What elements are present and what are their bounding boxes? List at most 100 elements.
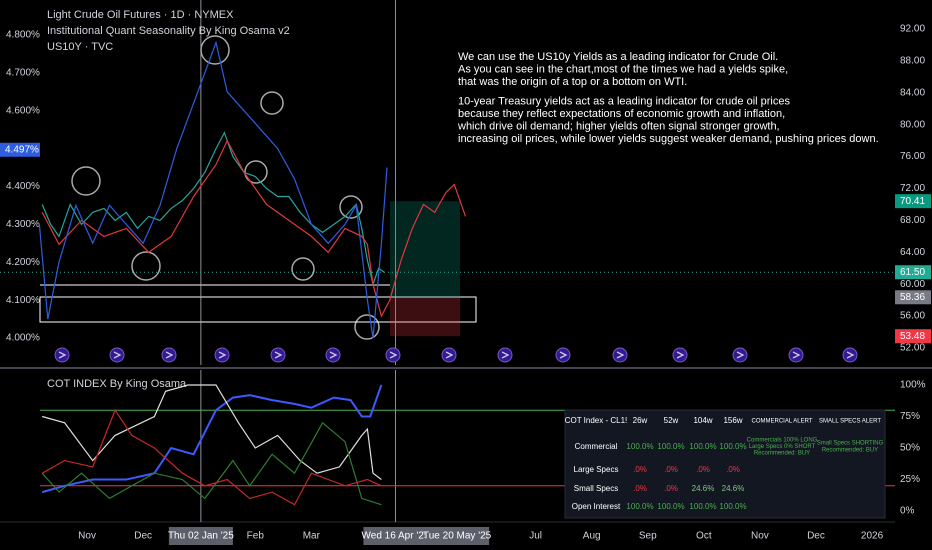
- commercial-alert: Recommended: BUY: [754, 451, 810, 457]
- y2-tick-label: 4.200%: [6, 257, 40, 268]
- table-cell: 100.0%: [626, 502, 653, 511]
- table-header: COT Index - CL1!: [565, 416, 628, 425]
- annotation-circles: [71, 35, 380, 340]
- table-cell: .0%: [726, 465, 740, 474]
- event-icon: [612, 347, 628, 363]
- x-tick-label: Nov: [751, 531, 769, 542]
- event-icon: [555, 347, 571, 363]
- x-tick-label: Nov: [78, 531, 96, 542]
- event-icon-arrow: [676, 351, 685, 359]
- y2-tick-label: 4.700%: [6, 68, 40, 79]
- series-line: [41, 139, 467, 318]
- event-icon: [325, 347, 341, 363]
- event-icon: [788, 347, 804, 363]
- y-tick-label: 92.00: [900, 24, 925, 35]
- event-icon-arrow: [274, 351, 283, 359]
- event-icon-arrow: [736, 351, 745, 359]
- marker-label-box: [425, 527, 490, 545]
- price-label: 61.50: [900, 267, 925, 278]
- x-tick-label: Jul: [529, 531, 542, 542]
- event-icon: [54, 347, 70, 363]
- event-icon: [732, 347, 748, 363]
- event-icon: [109, 347, 125, 363]
- table-header: 26w: [633, 416, 648, 425]
- marker-label: Thu 02 Jan '25: [168, 531, 234, 542]
- y2-tick-label: 4.300%: [6, 219, 40, 230]
- table-cell: Open Interest: [572, 502, 621, 511]
- x-tick-label: Feb: [247, 531, 265, 542]
- event-icon-arrow: [218, 351, 227, 359]
- table-cell: .0%: [633, 465, 647, 474]
- price-label-box: [895, 290, 931, 305]
- note-line: which drive oil demand; higher yields of…: [457, 120, 780, 132]
- table-cell: 100.0%: [689, 442, 716, 451]
- table-cell: .0%: [664, 465, 678, 474]
- x-tick-label: Aug: [583, 531, 601, 542]
- event-icon-arrow: [616, 351, 625, 359]
- price-label: 53.48: [900, 331, 925, 342]
- series-line: [38, 40, 388, 339]
- table-cell: .0%: [633, 484, 647, 493]
- y2-tick-label: 4.600%: [6, 105, 40, 116]
- table-cell: 100.0%: [657, 442, 684, 451]
- y-tick-label: 50%: [900, 443, 920, 454]
- table-cell: 100.0%: [626, 442, 653, 451]
- event-icon: [441, 347, 457, 363]
- price-label: 70.41: [900, 196, 925, 207]
- y-tick-label: 72.00: [900, 183, 925, 194]
- y2-tick-label: 4.000%: [6, 333, 40, 344]
- table-cell: 24.6%: [692, 484, 715, 493]
- series-line: [42, 384, 382, 480]
- table-cell: 100.0%: [689, 502, 716, 511]
- small-specs-alert: Recommended: BUY: [822, 448, 878, 454]
- event-icon-arrow: [559, 351, 568, 359]
- commercial-alert: Large Specs 0% SHORT: [749, 444, 816, 450]
- marker-label-box: [168, 527, 233, 545]
- y-tick-label: 64.00: [900, 247, 925, 258]
- table-header: 156w: [723, 416, 742, 425]
- x-tick-label: Dec: [134, 531, 152, 542]
- table-header: COMMERCIAL ALERT: [751, 419, 812, 425]
- table-header: 104w: [693, 416, 712, 425]
- target-zone: [390, 201, 460, 298]
- table-cell: 100.0%: [719, 442, 746, 451]
- y-tick-label: 56.00: [900, 311, 925, 322]
- table-cell: 24.6%: [722, 484, 745, 493]
- event-icon-arrow: [792, 351, 801, 359]
- y-tick-label: 80.00: [900, 119, 925, 130]
- table-cell: Commercial: [575, 442, 618, 451]
- y2-tick-label: 4.100%: [6, 295, 40, 306]
- x-tick-label: Oct: [696, 531, 712, 542]
- note-line: because they reflect expectations of eco…: [458, 108, 785, 120]
- y-tick-label: 76.00: [900, 151, 925, 162]
- table-header: 52w: [664, 416, 679, 425]
- x-tick-label: Mar: [303, 531, 321, 542]
- event-icon: [497, 347, 513, 363]
- event-icon: [161, 347, 177, 363]
- y-tick-label: 25%: [900, 474, 920, 485]
- event-icon-arrow: [165, 351, 174, 359]
- note-line: As you can see in the chart,most of the …: [458, 63, 788, 75]
- series-line: [41, 421, 382, 506]
- marker-label: Tue 20 May '25: [423, 531, 492, 542]
- y-tick-label: 52.00: [900, 343, 925, 354]
- commercial-alert: Commercials 100% LONG: [747, 438, 818, 444]
- series-line: [41, 384, 383, 494]
- event-icon: [385, 347, 401, 363]
- table-header: SMALL SPECS ALERT: [819, 419, 881, 425]
- yield-label-box: [0, 142, 40, 157]
- price-label-box: [895, 265, 931, 280]
- y2-tick-label: 4.800%: [6, 30, 40, 41]
- legend-line: Light Crude Oil Futures · 1D · NYMEX: [47, 9, 234, 21]
- event-icon-arrow: [501, 351, 510, 359]
- table-cell: Large Specs: [574, 465, 619, 474]
- small-specs-alert: Small Specs SHORTING: [817, 441, 884, 447]
- y-tick-label: 0%: [900, 506, 915, 517]
- event-icon-arrow: [445, 351, 454, 359]
- legend-line: Institutional Quant Seasonality By King …: [47, 25, 290, 37]
- series-line: [41, 131, 385, 287]
- x-tick-label: Dec: [807, 531, 825, 542]
- y-tick-label: 88.00: [900, 56, 925, 67]
- event-icon-arrow: [113, 351, 122, 359]
